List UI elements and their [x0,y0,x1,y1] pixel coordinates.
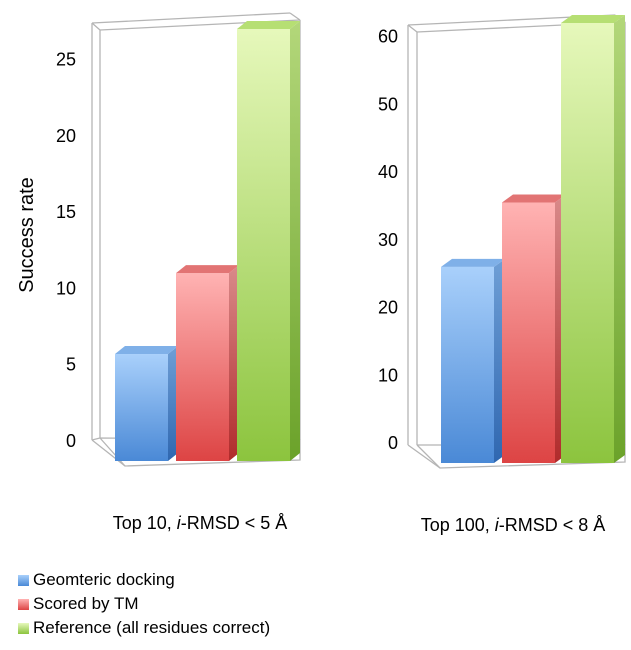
left-bar-side-red [229,265,239,461]
left-y-tick-label: 5 [66,355,76,375]
right-bar-green [561,15,625,463]
right-bar-front-green [561,23,614,463]
right-y-tick-label: 10 [378,365,398,385]
right-chart: 0 10 20 30 40 50 60 Top 100, i-RMSD < 8 Å [378,14,626,535]
left-y-tick-label: 25 [56,50,76,70]
right-y-tick-label: 40 [378,162,398,182]
right-y-tick-label: 30 [378,230,398,250]
legend-item: Geomteric docking [18,568,270,592]
right-bar-side-green [614,15,625,463]
legend-item: Reference (all residues correct) [18,616,270,640]
right-bar-front-blue [441,266,494,463]
left-y-tick-label: 20 [56,126,76,146]
left-x-axis-label: Top 10, i-RMSD < 5 Å [113,513,288,533]
right-bar-top-red [502,194,566,203]
left-y-tick-label: 0 [66,431,76,451]
legend: Geomteric docking Scored by TM Reference… [18,568,270,640]
chart-area: 0 5 10 15 20 25 Success rate Top 10, i-RMSD <… [16,12,626,535]
right-y-tick-label: 50 [378,94,398,114]
left-bar-top-red [176,265,239,274]
left-y-tick-label: 10 [56,278,76,298]
right-bar-top-blue [441,258,505,267]
right-bars [441,15,625,464]
right-y-tick-label: 0 [388,433,398,453]
legend-label: Scored by TM [33,594,139,613]
left-bar-green [237,21,300,461]
legend-label: Geomteric docking [33,570,175,589]
legend-swatch-green [18,622,29,634]
left-bar-side-green [290,21,300,461]
left-bar-side-blue [168,346,178,461]
left-y-axis-label: Success rate [16,177,38,293]
left-bar-front-green [237,29,290,461]
left-bars [115,21,300,461]
left-y-tick-label: 15 [56,202,76,222]
left-bar-red [176,265,239,461]
legend-label: Reference (all residues correct) [33,618,271,637]
left-bar-front-red [176,273,229,461]
right-y-tick-label: 60 [378,27,398,47]
right-bar-red [502,194,566,464]
legend-swatch-red [18,598,29,610]
legend-item: Scored by TM [18,592,270,616]
right-bar-blue [441,258,505,463]
left-bar-blue [115,346,178,461]
right-bar-front-red [502,202,555,464]
left-bar-top-blue [115,346,178,355]
left-y-ticks: 0 5 10 15 20 25 [56,50,76,451]
left-bar-top-green [237,21,300,29]
right-y-ticks: 0 10 20 30 40 50 60 [378,27,398,453]
right-x-axis-label: Top 100, i-RMSD < 8 Å [421,515,606,535]
left-bar-front-blue [115,354,168,461]
left-chart: 0 5 10 15 20 25 Success rate Top 10, i-RMSD <… [16,12,301,533]
right-y-tick-label: 20 [378,298,398,318]
right-bar-top-green [561,15,625,23]
legend-swatch-blue [18,574,29,586]
